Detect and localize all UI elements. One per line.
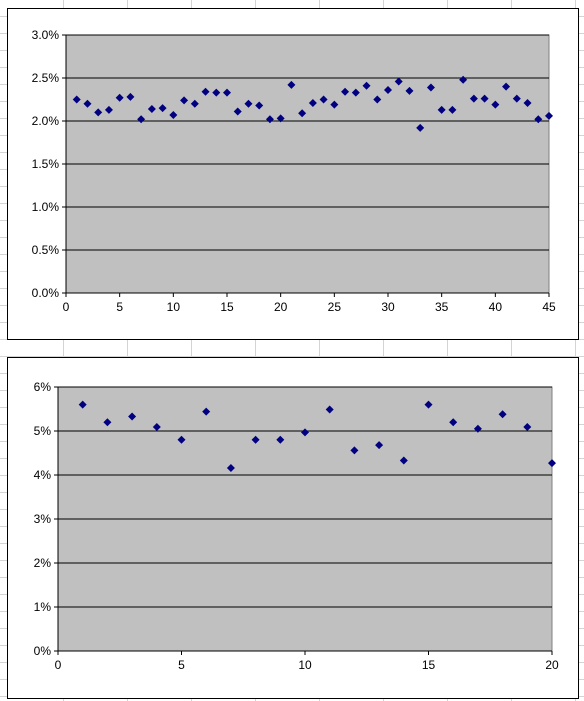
chart-2-data-point [399, 456, 408, 465]
chart-2-x-tick-label: 20 [545, 658, 559, 672]
chart-1-data-point [287, 80, 296, 89]
chart-2-y-tick-label: 4% [34, 468, 52, 482]
chart-1-x-tick-label: 20 [274, 300, 288, 314]
chart-1-data-point [330, 100, 339, 109]
chart-1-y-tick-label: 1.5% [32, 157, 60, 171]
chart-1-data-point [373, 95, 382, 104]
chart-2-data-point [473, 424, 482, 433]
chart-1-data-point [190, 99, 199, 108]
chart-2-data-point [350, 446, 359, 455]
chart-2-y-tick-label: 5% [34, 424, 52, 438]
chart-2-data-point [251, 435, 260, 444]
chart-1-data-point [212, 88, 221, 97]
chart-1-x-tick-label: 10 [167, 300, 181, 314]
chart-2-data-point [325, 405, 334, 414]
chart-2-data-point [449, 418, 458, 427]
chart-2-data-point [498, 410, 507, 419]
chart-2-data-point [523, 423, 532, 432]
chart-1-data-point [223, 88, 231, 97]
chart-2-y-tick-label: 3% [34, 512, 52, 526]
chart-1-y-tick-label: 2.0% [32, 114, 60, 128]
chart-1-data-point [104, 105, 113, 114]
chart-1-data-point [502, 82, 511, 91]
chart-1-x-tick-label: 30 [381, 300, 395, 314]
chart-1-data-point [180, 96, 189, 105]
chart-1-data-point [115, 93, 124, 102]
chart-1-data-point [512, 94, 521, 103]
chart-2-frame[interactable]: 0% 1% 2% 3% 4% 5% 6% 0 5 10 15 20 [7, 357, 579, 699]
chart-2-y-tick-label: 2% [34, 556, 52, 570]
chart-2-data-point [128, 412, 137, 421]
chart-1-x-tick-label: 25 [328, 300, 342, 314]
chart-2-data-point [301, 428, 309, 437]
chart-1-data-point [265, 115, 274, 124]
chart-1-data-point [298, 109, 307, 118]
chart-1-data-point [147, 104, 156, 113]
chart-1-data-point [137, 115, 146, 124]
chart-1-data-point [319, 95, 328, 104]
chart-1-data-point [480, 94, 489, 103]
chart-1-data-point [545, 111, 553, 120]
chart-1-data-point [308, 98, 317, 107]
chart-2-svg: 0% 1% 2% 3% 4% 5% 6% 0 5 10 15 20 [34, 380, 559, 672]
chart-1-x-tick-label: 40 [489, 300, 503, 314]
chart-1-data-point [244, 99, 253, 108]
chart-2-x-tick-label: 15 [422, 658, 436, 672]
chart-1-data-point [351, 88, 360, 97]
chart-1-x-tick-label: 0 [63, 300, 70, 314]
chart-1-data-point [437, 105, 446, 114]
chart-1-data-point [94, 108, 103, 117]
chart-1-data-point [255, 101, 264, 110]
chart-2-x-tick-label: 5 [178, 658, 185, 672]
chart-1-data-point [426, 83, 435, 92]
chart-1-y-tick-label: 0.5% [32, 243, 60, 257]
chart-1-data-point [394, 77, 403, 86]
chart-1-x-tick-label: 5 [116, 300, 123, 314]
chart-2-y-tick-label: 6% [34, 380, 52, 394]
chart-2-data-point [375, 441, 384, 450]
chart-1-frame[interactable]: 0.0% 0.5% 1.0% 1.5% 2.0% 2.5% 3.0% 0 5 10 15 20 25 30… [7, 8, 579, 340]
chart-2-data-point [276, 435, 285, 444]
chart-1-x-tick-label: 45 [542, 300, 556, 314]
chart-1-data-point [448, 105, 457, 114]
chart-1-data-point [72, 95, 81, 104]
chart-2-data-point [548, 459, 556, 468]
chart-1-data-point [341, 87, 350, 96]
chart-2-data-point [424, 400, 433, 409]
chart-2-data-point [177, 435, 186, 444]
chart-1-data-point [405, 86, 414, 95]
chart-2-data-point [226, 463, 235, 472]
chart-1-data-point [384, 86, 392, 95]
chart-1-x-tick-label: 35 [435, 300, 449, 314]
chart-1-data-point [158, 104, 167, 113]
chart-1-data-point [233, 107, 242, 116]
chart-2-x-tick-label: 10 [298, 658, 312, 672]
chart-1-data-point [201, 87, 210, 96]
chart-1-data-point [276, 114, 285, 123]
chart-1-data-point [169, 110, 178, 119]
chart-1-data-point [491, 100, 500, 109]
chart-1-y-tick-label: 1.0% [32, 200, 60, 214]
chart-2-y-tick-label: 1% [34, 600, 52, 614]
chart-1-data-point [362, 81, 371, 90]
chart-2-y-tick-label: 0% [34, 644, 52, 658]
chart-1-y-tick-label: 3.0% [32, 28, 60, 42]
chart-1-y-tick-label: 2.5% [32, 71, 60, 85]
chart-1-svg: 0.0% 0.5% 1.0% 1.5% 2.0% 2.5% 3.0% 0 5 10 15 20 25 30… [32, 28, 556, 314]
chart-1-data-point [416, 123, 425, 132]
chart-2-data-point [103, 418, 112, 427]
chart-1-data-point [534, 115, 543, 124]
chart-2-data-point [152, 423, 161, 432]
chart-1-data-point [469, 94, 478, 103]
chart-2-x-tick-label: 0 [55, 658, 62, 672]
chart-1-data-point [459, 75, 468, 84]
chart-2-data-point [78, 400, 87, 409]
chart-1-data-point [523, 98, 532, 107]
chart-1-y-tick-label: 0.0% [32, 286, 60, 300]
chart-1-x-tick-label: 15 [220, 300, 234, 314]
chart-2-data-point [202, 407, 211, 416]
chart-1-data-point [83, 99, 92, 108]
